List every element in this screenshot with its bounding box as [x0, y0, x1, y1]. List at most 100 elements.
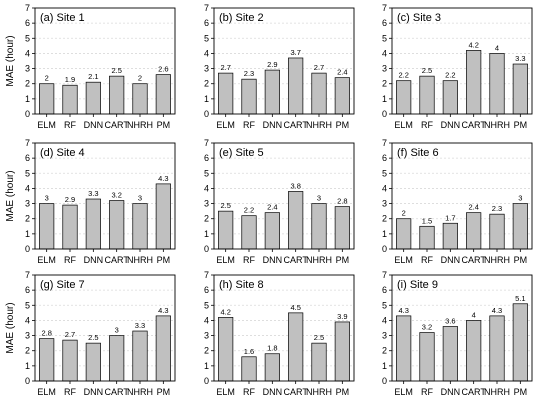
data-label: 3.3 — [88, 189, 98, 198]
y-tick-label: 4 — [204, 315, 209, 325]
x-tick-label: NHRH — [306, 120, 332, 130]
y-tick-label: 2 — [204, 346, 209, 356]
data-label: 1.8 — [267, 344, 277, 353]
plot-frame — [34, 7, 176, 115]
y-tick-label: 3 — [204, 331, 209, 341]
y-tick-label: 5 — [382, 168, 387, 178]
data-label: 1.5 — [422, 216, 432, 225]
y-tick-label: 0 — [25, 109, 30, 119]
x-tick-label: PM — [157, 387, 171, 397]
x-tick-label: CART — [104, 387, 129, 397]
bar-nhrh — [489, 213, 505, 250]
bar-dnn — [442, 222, 458, 250]
x-tick-label: PM — [336, 387, 350, 397]
data-label: 1.6 — [244, 347, 254, 356]
panel-title: (c) Site 3 — [397, 12, 441, 24]
bar-cart — [466, 212, 482, 250]
bar-nhrh — [132, 330, 148, 382]
data-label: 2.2 — [398, 71, 408, 80]
y-tick-label: 0 — [204, 244, 209, 254]
y-tick-label: 2 — [204, 79, 209, 89]
y-tick-label: 6 — [204, 285, 209, 295]
data-label: 4.2 — [468, 40, 478, 49]
x-tick-label: NHRH — [306, 387, 332, 397]
x-tick-label: DNN — [263, 387, 283, 397]
x-tick-label: CART — [461, 387, 486, 397]
y-tick-label: 1 — [25, 361, 30, 371]
data-label: 3.3 — [515, 54, 525, 63]
x-tick-label: CART — [461, 120, 486, 130]
x-tick-label: PM — [336, 120, 350, 130]
bar-nhrh — [311, 342, 327, 382]
x-tick-label: CART — [283, 387, 308, 397]
x-tick-label: RF — [64, 120, 76, 130]
panel-3: 2.2 ELM 2.5 RF 2.2 DNN 4.2 CART 4 NHRH 3.3 PM 0 1 2 3 4 5… — [382, 3, 533, 130]
bar-elm — [218, 210, 234, 250]
y-tick-label: 7 — [204, 270, 209, 280]
bar-rf — [241, 78, 257, 115]
bar-rf — [419, 225, 435, 250]
data-label: 2.1 — [88, 72, 98, 81]
y-tick-label: 7 — [204, 138, 209, 148]
y-axis-label: MAE (hour) — [5, 302, 16, 353]
bar-cart — [109, 75, 125, 115]
y-axis-label: MAE (hour) — [5, 170, 16, 221]
x-tick-label: PM — [336, 255, 350, 265]
data-label: 2.8 — [337, 197, 347, 206]
y-tick-label: 3 — [25, 64, 30, 74]
panel-title: (e) Site 5 — [219, 147, 264, 159]
bar-elm — [218, 72, 234, 115]
data-label: 4.3 — [492, 306, 502, 315]
bar-pm — [155, 183, 171, 250]
panel-title: (g) Site 7 — [40, 279, 85, 291]
data-label: 3.2 — [111, 191, 121, 200]
bar-rf — [419, 332, 435, 382]
x-tick-label: PM — [514, 387, 528, 397]
y-tick-label: 5 — [204, 33, 209, 43]
data-label: 4.2 — [220, 307, 230, 316]
bar-elm — [218, 317, 234, 382]
data-label: 2 — [45, 74, 49, 83]
bar-nhrh — [132, 83, 148, 115]
data-label: 3.6 — [445, 316, 455, 325]
y-tick-label: 6 — [204, 153, 209, 163]
bar-pm — [334, 77, 350, 115]
y-tick-label: 0 — [382, 244, 387, 254]
y-tick-label: 7 — [25, 3, 30, 13]
bar-rf — [241, 215, 257, 250]
bar-cart — [109, 200, 125, 250]
data-label: 2.5 — [88, 333, 98, 342]
x-tick-label: ELM — [394, 255, 413, 265]
y-tick-label: 1 — [382, 229, 387, 239]
bar-cart — [466, 320, 482, 382]
bar-pm — [155, 74, 171, 115]
data-label: 2.9 — [267, 60, 277, 69]
x-tick-label: NHRH — [484, 387, 510, 397]
bar-cart — [288, 312, 304, 382]
bar-pm — [155, 315, 171, 382]
y-tick-label: 0 — [204, 109, 209, 119]
y-tick-label: 2 — [25, 214, 30, 224]
y-tick-label: 4 — [25, 183, 30, 193]
data-label: 4 — [495, 43, 499, 52]
x-tick-label: DNN — [263, 120, 283, 130]
panel-7: 2.8 ELM 2.7 RF 2.5 DNN 3 CART 3.3 NHRH 4.3 PM 0 1 2 3 4 5… — [5, 270, 176, 397]
y-tick-label: 2 — [25, 346, 30, 356]
y-tick-label: 1 — [382, 361, 387, 371]
plot-frame — [391, 7, 533, 115]
data-label: 3.8 — [290, 181, 300, 190]
x-tick-label: RF — [421, 387, 433, 397]
bar-pm — [334, 206, 350, 250]
data-label: 2.7 — [65, 330, 75, 339]
data-label: 3.7 — [290, 48, 300, 57]
data-label: 4.5 — [290, 303, 300, 312]
y-tick-label: 1 — [382, 94, 387, 104]
data-label: 3 — [317, 194, 321, 203]
bar-rf — [62, 84, 78, 115]
data-label: 2.5 — [220, 201, 230, 210]
y-tick-label: 4 — [382, 48, 387, 58]
x-tick-label: RF — [243, 255, 255, 265]
data-label: 2.4 — [337, 68, 347, 77]
y-tick-label: 2 — [382, 214, 387, 224]
panel-title: (i) Site 9 — [397, 279, 438, 291]
